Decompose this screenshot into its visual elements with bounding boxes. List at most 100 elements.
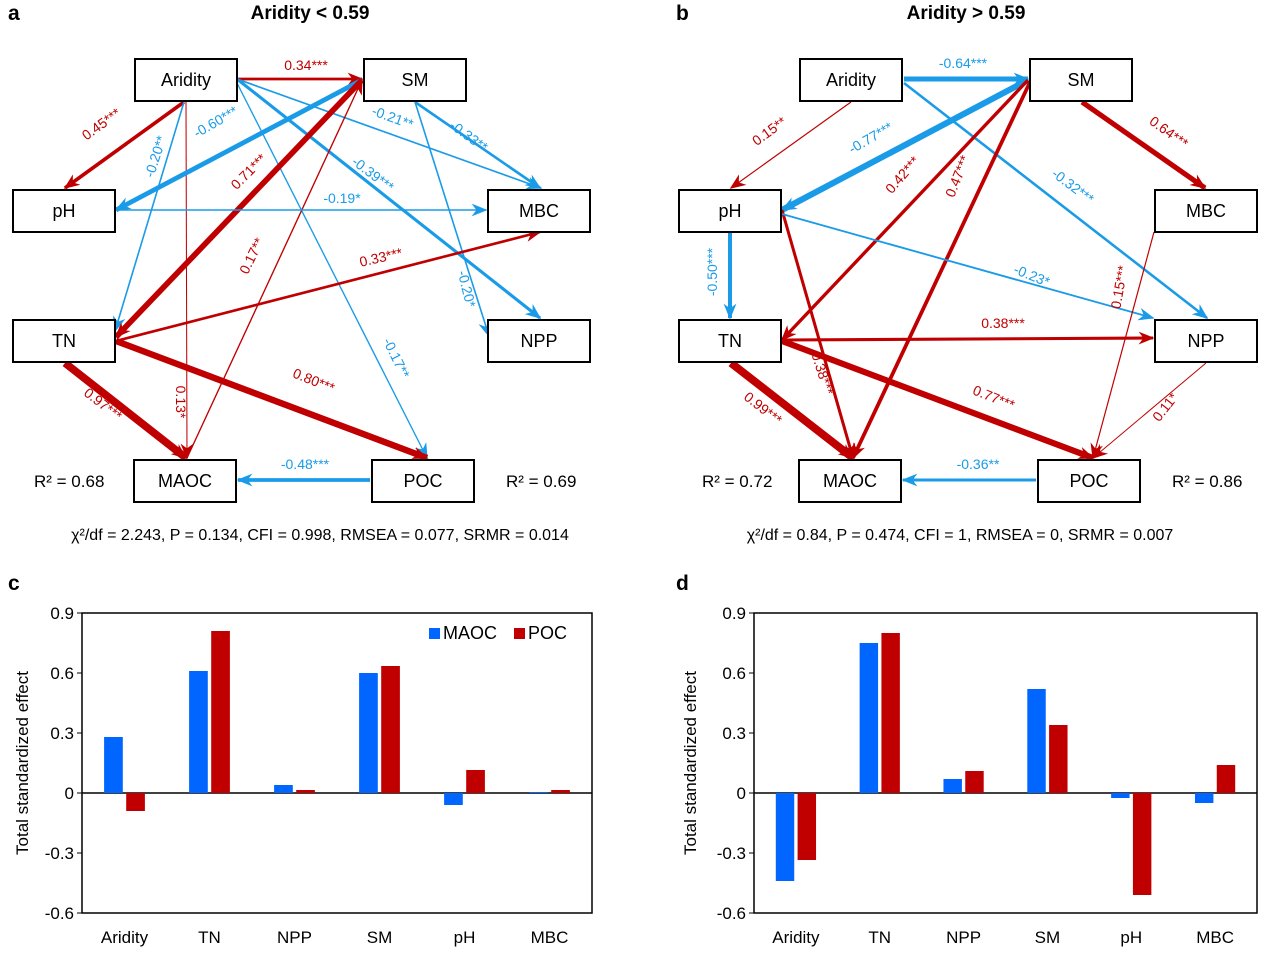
y-tick-label: 0.6 [722,664,746,683]
path-aridity-maoc: 0.13* [173,101,194,460]
panel-a-title: Aridity < 0.59 [250,3,370,24]
node-sm-a: SM [363,58,467,102]
y-tick-label: -0.6 [45,904,74,923]
path-line-aridity-maoc [180,101,194,460]
path-coef-ph-mbc: -0.19* [323,190,361,206]
bar-poc-tn [881,633,900,793]
panel-b-letter: b [676,2,689,25]
panel-c-letter: c [8,572,20,595]
bar-maoc-sm [359,673,378,793]
node-ph-b: pH [678,189,782,233]
node-maoc-b: MAOC [798,459,902,503]
x-tick-label: Aridity [772,928,820,947]
path-coef-aridity-sm: 0.34*** [284,57,328,73]
path-line-aridity-ph [63,100,186,190]
path-line-aridity-mbc [236,78,543,190]
path-aridity-sm: -0.64*** [904,55,1030,86]
bar-poc-npp [965,771,984,793]
path-coef-mbc-poc: 0.15*** [1107,264,1130,310]
bar-maoc-npp [274,785,293,793]
y-tick-label: 0 [65,784,74,803]
bar-poc-ph [1132,793,1152,895]
node-npp-b: NPP [1154,319,1258,363]
y-tick-label: 0.3 [722,724,746,743]
bar-poc-mbc [551,790,570,793]
node-maoc-a: MAOC [133,459,237,503]
legend: MAOC POC [429,623,567,643]
path-line-sm-ph [780,77,1030,213]
bar-maoc-sm [1027,689,1046,793]
legend-label-poc: POC [528,623,567,643]
y-tick-label: -0.3 [45,844,74,863]
node-aridity-a: Aridity [134,58,238,102]
x-tick-label: pH [1120,928,1142,947]
path-line-tn-poc [114,338,429,461]
node-ph-a: pH [12,189,116,233]
path-line-sm-tn [780,78,1030,342]
path-ph-mbc: -0.19* [116,190,488,217]
path-coef-ph-tn: -0.50*** [704,247,720,296]
panel-a-letter: a [8,2,20,25]
x-tick-label: pH [454,928,476,947]
y-axis-label: Total standardized effect [681,671,700,855]
bar-maoc-mbc [529,792,548,793]
r2-maoc-a: R² = 0.68 [34,472,105,491]
plot-frame [753,612,1258,914]
x-tick-label: NPP [946,928,981,947]
path-line-ph-npp [781,213,1155,321]
panel-b-title: Aridity > 0.59 [906,3,1026,24]
path-line-sm-mbc [414,100,542,190]
x-tick-label: TN [198,928,221,947]
bar-maoc-ph [1111,793,1130,798]
legend-swatch-poc [514,628,525,639]
plot-frame [81,612,593,914]
path-line-npp-poc [1091,362,1207,460]
bar-poc-npp [296,790,315,793]
path-line-tn-maoc [62,359,189,462]
fit-stats-b: χ²/df = 0.84, P = 0.474, CFI = 1, RMSEA … [746,527,1174,544]
x-tick-label: TN [868,928,891,947]
x-tick-label: Aridity [101,928,149,947]
panel-d-letter: d [676,572,689,595]
path-poc-maoc: -0.48*** [236,456,370,487]
x-tick-label: MBC [531,928,569,947]
path-line-sm-tn [113,78,365,339]
bar-maoc-aridity [104,737,123,793]
x-tick-label: SM [1035,928,1061,947]
path-mbc-poc: 0.15*** [1090,231,1155,460]
path-coef-aridity-maoc: 0.13* [173,386,189,419]
node-mbc-b: MBC [1154,189,1258,233]
node-poc-a: POC [371,459,475,503]
legend-swatch-maoc [429,628,440,639]
x-tick-label: SM [367,928,393,947]
r2-poc-a: R² = 0.69 [506,472,577,491]
y-axis-label: Total standardized effect [13,671,32,855]
node-poc-b: POC [1037,459,1141,503]
y-tick-label: 0.3 [50,724,74,743]
path-coef-tn-npp: 0.38*** [981,315,1025,331]
bar-poc-sm [1049,725,1068,793]
path-line-aridity-tn [113,101,185,333]
path-coef-poc-maoc: -0.36** [957,456,1000,472]
bar-maoc-tn [189,671,208,793]
bar-poc-sm [381,666,400,793]
node-mbc-a: MBC [487,189,591,233]
path-line-ph-maoc [780,209,856,460]
path-line-sm-npp [414,101,491,338]
bar-poc-aridity [797,793,817,860]
node-tn-a: TN [12,319,116,363]
path-line-tn-maoc [728,359,856,462]
bar-maoc-aridity [775,793,795,881]
y-tick-label: 0.6 [50,664,74,683]
bar-poc-mbc [1216,765,1236,793]
y-tick-label: 0.9 [50,604,74,623]
path-poc-maoc: -0.36** [901,456,1036,487]
node-sm-b: SM [1029,58,1133,102]
path-line-sm-ph [114,77,364,213]
r2-maoc-b: R² = 0.72 [702,472,773,491]
node-tn-b: TN [678,319,782,363]
path-coef-poc-maoc: -0.48*** [281,456,330,472]
